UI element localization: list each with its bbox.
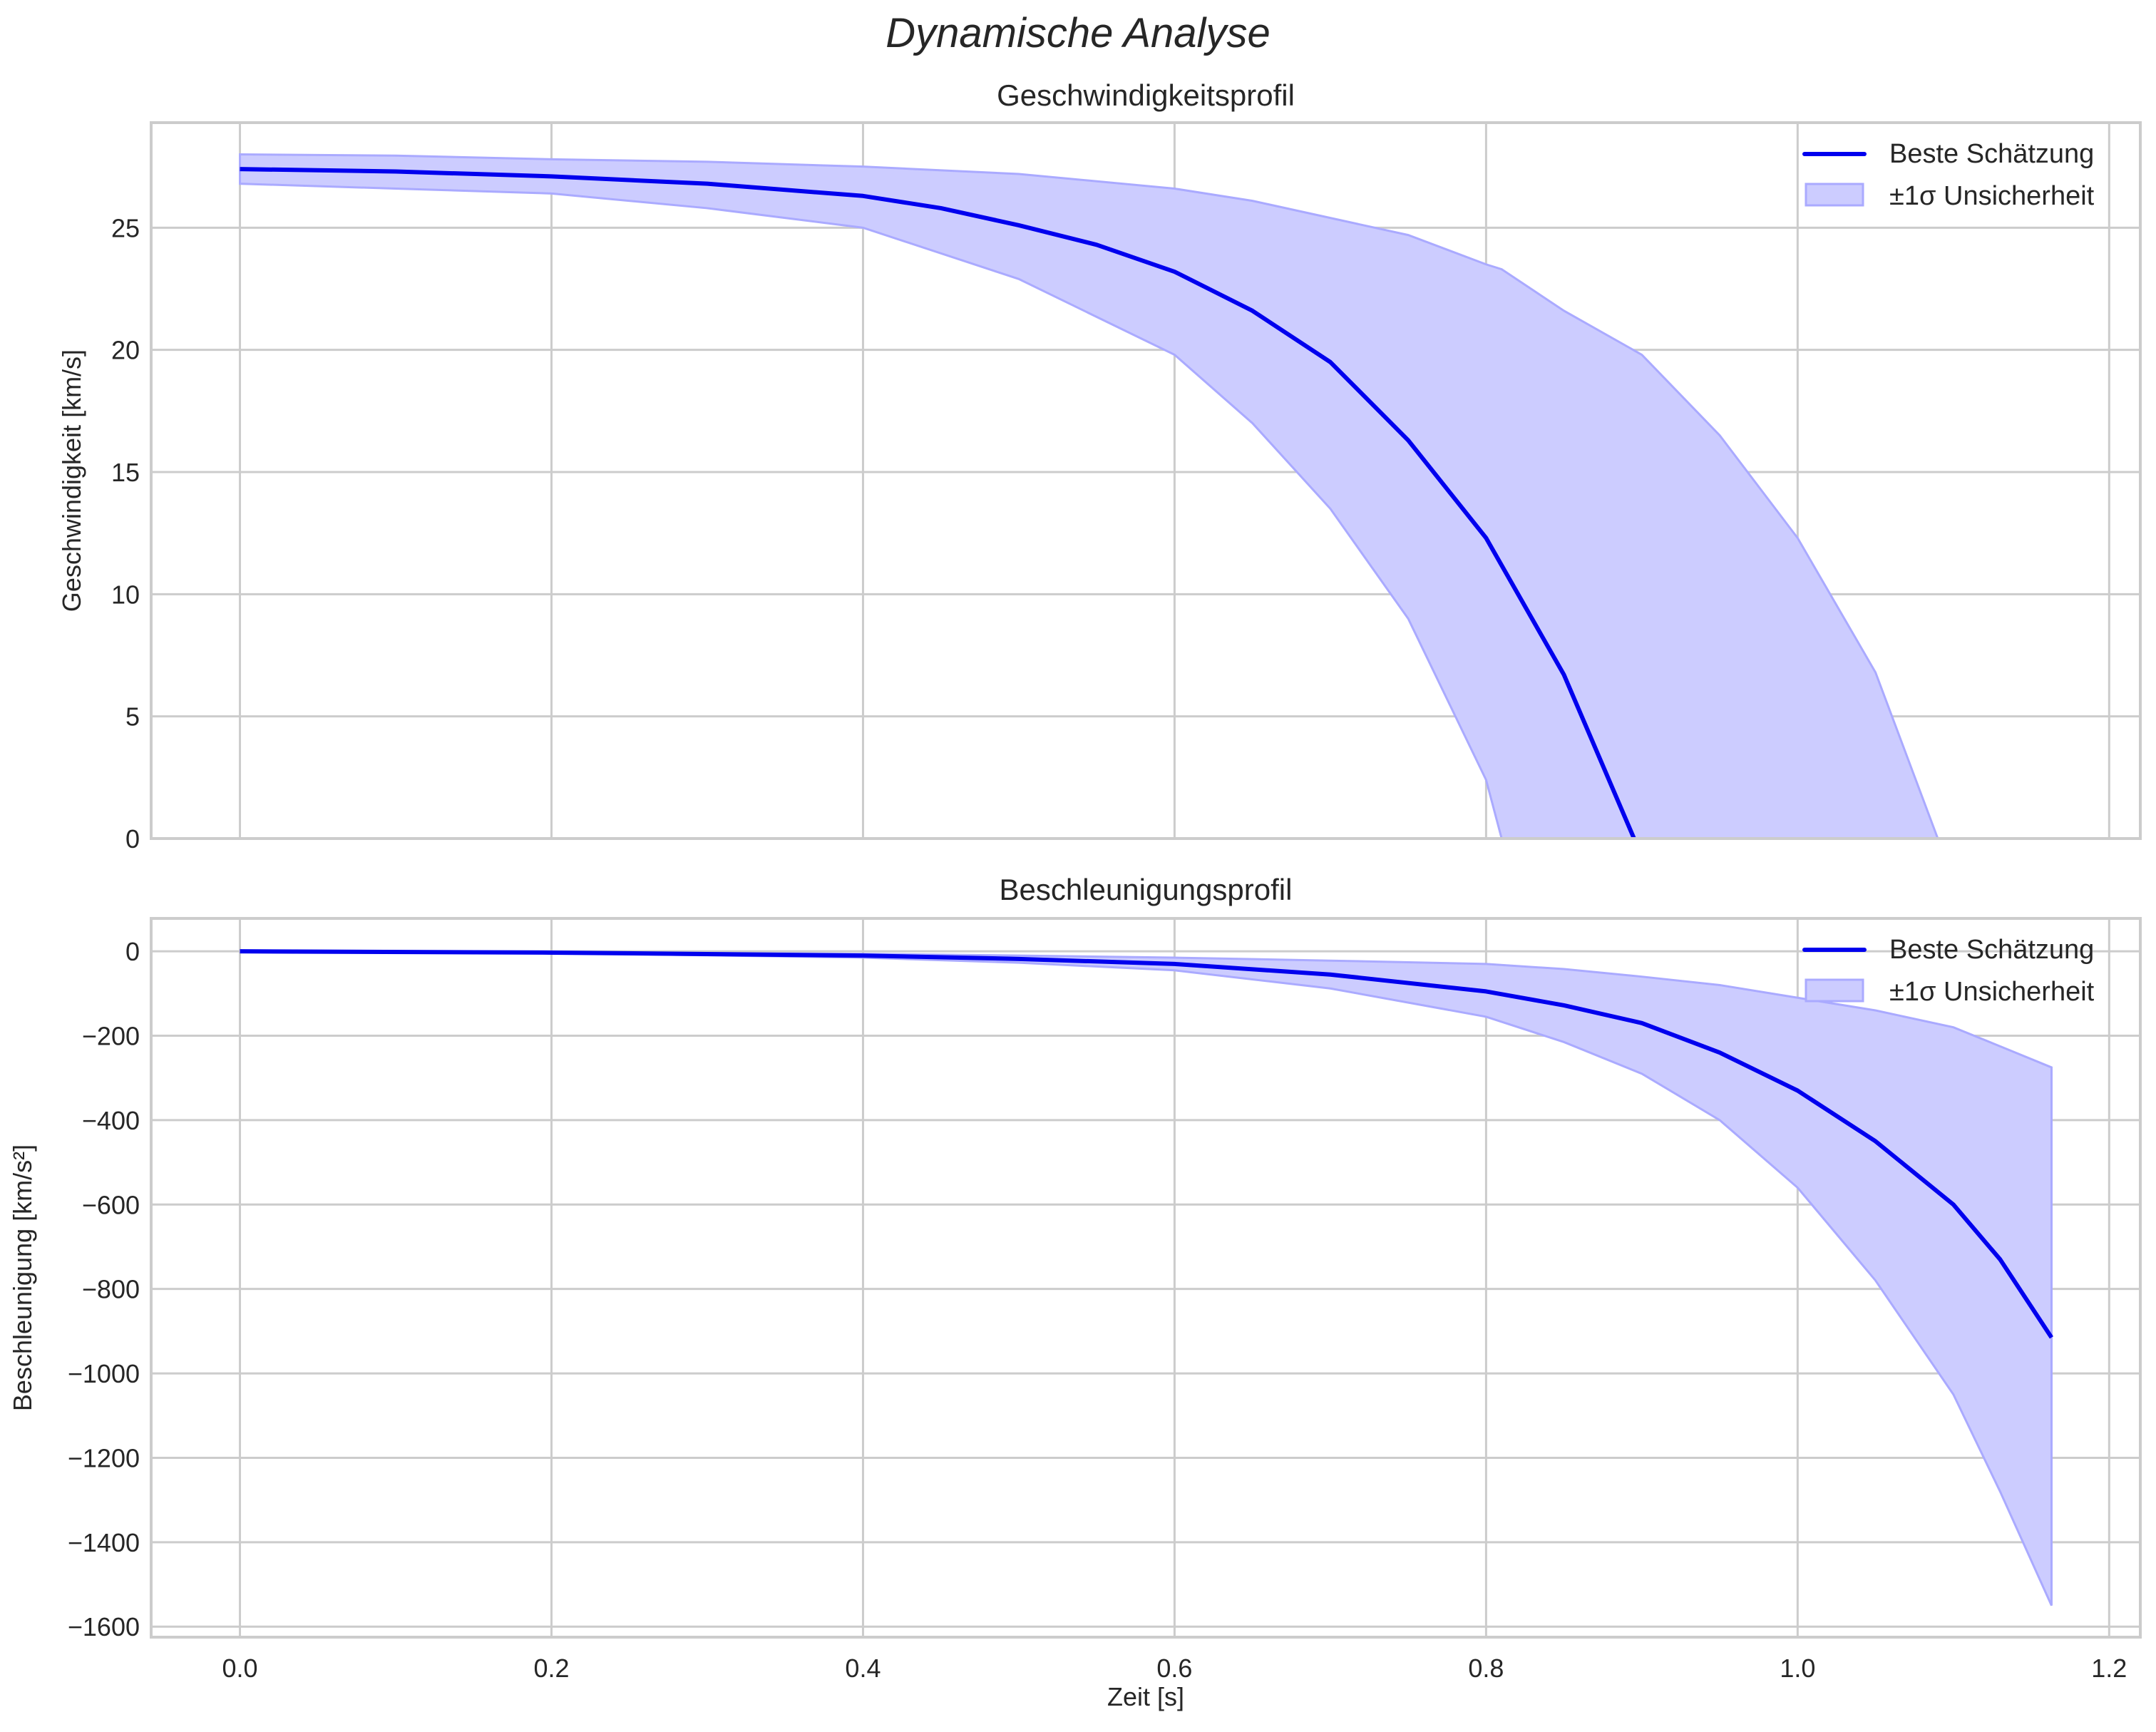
velocity-legend: Beste Schätzung ±1σ Unsicherheit (1802, 139, 2095, 211)
uncertainty-band (239, 153, 1939, 839)
y-tick-label: −1600 (68, 1612, 140, 1641)
time-x-axis-label: Zeit [s] (1107, 1682, 1184, 1711)
y-tick-label: 5 (125, 702, 140, 732)
x-tick-label: 1.0 (1780, 1654, 1815, 1683)
y-tick-label: −600 (82, 1190, 140, 1219)
y-tick-label: 10 (111, 580, 140, 609)
y-tick-label: 0 (125, 824, 140, 854)
y-tick-label: 15 (111, 458, 140, 487)
velocity-y-tick-labels: 0 5 10 15 20 25 (111, 213, 140, 854)
legend-band-swatch-icon (1805, 978, 1864, 1003)
y-tick-label: −800 (82, 1275, 140, 1304)
y-tick-label: −200 (82, 1022, 140, 1051)
y-tick-label: −400 (82, 1106, 140, 1135)
legend-label-uncertainty: ±1σ Unsicherheit (1889, 977, 2095, 1007)
legend-label-best-estimate: Beste Schätzung (1889, 139, 2094, 169)
y-tick-label: 25 (111, 213, 140, 242)
acceleration-plot: Beschleunigungsprofil 0 −200 −400 −600 −800 −… (8, 873, 2142, 1711)
y-tick-label: 0 (125, 937, 140, 966)
x-tick-label: 0.4 (845, 1654, 881, 1683)
acceleration-y-tick-labels: 0 −200 −400 −600 −800 −1000 −1200 −1400 −1600 (68, 937, 140, 1641)
figure-suptitle: Dynamische Analyse (885, 10, 1270, 56)
legend-label-best-estimate: Beste Schätzung (1889, 935, 2094, 965)
velocity-plot: Geschwindigkeitsprofil 0 5 10 15 20 25 Geschw… (57, 78, 2142, 854)
y-tick-label: 20 (111, 336, 140, 365)
y-tick-label: −1000 (68, 1359, 140, 1388)
y-tick-label: −1200 (68, 1443, 140, 1472)
legend-band-swatch-icon (1805, 183, 1864, 207)
velocity-plot-title: Geschwindigkeitsprofil (997, 78, 1295, 112)
velocity-axes-frame (150, 121, 2142, 840)
acceleration-plot-area (240, 949, 2053, 1607)
x-tick-label: 1.2 (2091, 1654, 2127, 1683)
velocity-y-axis-label: Geschwindigkeit [km/s] (57, 349, 86, 612)
legend-label-uncertainty: ±1σ Unsicherheit (1889, 181, 2095, 211)
best-estimate-line (240, 167, 1636, 839)
x-tick-label: 0.6 (1156, 1654, 1192, 1683)
uncertainty-band (240, 950, 2053, 1607)
x-tick-label: 0.8 (1468, 1654, 1504, 1683)
acceleration-y-axis-label: Beschleunigung [km/s²] (8, 1144, 37, 1411)
acceleration-legend: Beste Schätzung ±1σ Unsicherheit (1802, 935, 2095, 1007)
velocity-plot-area (239, 153, 1939, 839)
y-tick-label: −1400 (68, 1528, 140, 1557)
acceleration-axes-frame (150, 917, 2142, 1639)
x-tick-label: 0.0 (222, 1654, 258, 1683)
acceleration-plot-title: Beschleunigungsprofil (1000, 873, 1293, 906)
x-tick-label: 0.2 (533, 1654, 569, 1683)
time-x-tick-labels: 0.0 0.2 0.4 0.6 0.8 1.0 1.2 (222, 1654, 2127, 1683)
best-estimate-line (240, 949, 2053, 1339)
